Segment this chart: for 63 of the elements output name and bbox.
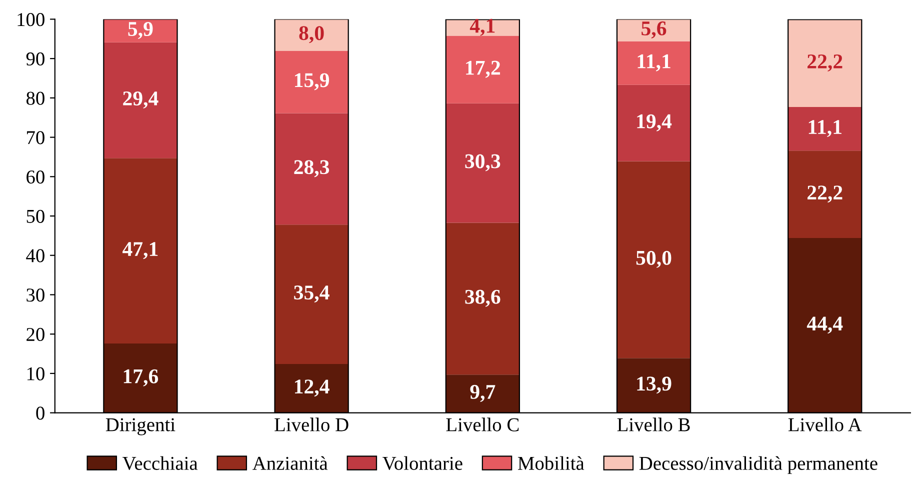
- bar: [446, 222, 520, 375]
- y-tick-label: 20: [26, 328, 44, 342]
- legend-label: Volontarie: [382, 456, 462, 470]
- data-label: 35,4: [294, 286, 330, 303]
- bar: [446, 103, 520, 223]
- y-tick-label: 80: [26, 92, 44, 105]
- data-label: 22,2: [808, 186, 842, 203]
- data-label: 22,2: [808, 54, 842, 72]
- x-tick-label: Livello C: [446, 418, 519, 432]
- data-label: 5,6: [642, 21, 666, 38]
- y-tick-label: 70: [27, 131, 44, 144]
- y-tick-label: 100: [18, 13, 44, 26]
- x-tick-label: Livello A: [788, 418, 862, 432]
- data-label: 13,9: [637, 376, 672, 394]
- data-label: 17,2: [466, 60, 500, 78]
- y-tick-label: 60: [26, 170, 44, 184]
- bar: [446, 374, 520, 413]
- bar: [104, 42, 178, 158]
- legend-label: Decesso/invalidità permanente: [639, 456, 878, 474]
- bar: [104, 158, 178, 344]
- data-label: 11,1: [638, 54, 670, 72]
- x-tick-label: Livello B: [617, 418, 690, 432]
- data-label: 29,4: [123, 91, 158, 109]
- x-tick-label: Dirigenti: [106, 418, 176, 436]
- bar: [274, 50, 348, 114]
- data-label: 11,1: [808, 120, 842, 138]
- data-label: 17,6: [124, 369, 158, 386]
- bar: [274, 364, 348, 413]
- bar: [616, 161, 691, 358]
- bar: [616, 84, 691, 162]
- legend-label: Vecchiaia: [122, 456, 198, 470]
- data-label: 12,4: [295, 380, 330, 397]
- data-label: 47,1: [122, 242, 158, 260]
- data-label: 44,4: [806, 316, 843, 334]
- y-tick-label: 90: [26, 52, 44, 66]
- data-label: 19,4: [637, 114, 672, 132]
- data-label: 30,3: [465, 154, 500, 172]
- bar: [104, 344, 178, 413]
- bar: [788, 20, 862, 107]
- bar: [788, 238, 862, 413]
- x-tick-label: Livello D: [274, 418, 348, 432]
- bar: [446, 36, 520, 104]
- y-tick-label: 30: [26, 288, 44, 302]
- data-label: 38,6: [465, 290, 500, 307]
- bar: [616, 358, 691, 413]
- bar: [274, 113, 348, 225]
- y-tick-label: 10: [27, 367, 44, 380]
- bar: [788, 150, 862, 238]
- y-tick-label: 0: [36, 406, 44, 420]
- data-label: 28,3: [294, 160, 330, 178]
- bar: [616, 41, 691, 85]
- data-label: 4,1: [470, 18, 495, 36]
- bar: [788, 106, 862, 151]
- data-label: 15,9: [295, 73, 330, 90]
- y-tick-label: 50: [26, 210, 44, 223]
- bar: [274, 224, 348, 364]
- data-label: 5,9: [128, 22, 153, 40]
- legend-label: Mobilità: [518, 456, 584, 470]
- legend-label: Anzianità: [252, 456, 328, 470]
- y-tick-label: 40: [26, 249, 44, 262]
- data-label: 50,0: [636, 250, 672, 268]
- data-label: 8,0: [299, 26, 324, 44]
- data-label: 9,7: [470, 384, 496, 402]
